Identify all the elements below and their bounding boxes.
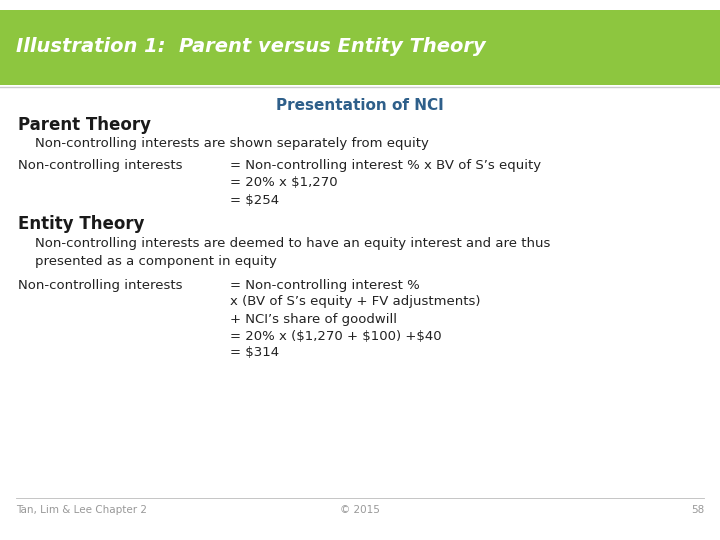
Text: = 20% x ($1,270 + $100) +$40: = 20% x ($1,270 + $100) +$40	[230, 329, 441, 342]
Text: x (BV of S’s equity + FV adjustments): x (BV of S’s equity + FV adjustments)	[230, 295, 480, 308]
Text: Tan, Lim & Lee Chapter 2: Tan, Lim & Lee Chapter 2	[16, 505, 147, 515]
Bar	[0, 10, 720, 85]
Text: = 20% x $1,270: = 20% x $1,270	[230, 177, 338, 190]
Text: Presentation of NCI: Presentation of NCI	[276, 98, 444, 112]
Text: = $314: = $314	[230, 347, 279, 360]
Text: + NCI’s share of goodwill: + NCI’s share of goodwill	[230, 313, 397, 326]
Text: Non-controlling interests: Non-controlling interests	[18, 279, 182, 292]
Text: Illustration 1:  Parent versus Entity Theory: Illustration 1: Parent versus Entity The…	[16, 37, 486, 57]
Text: = Non-controlling interest % x BV of S’s equity: = Non-controlling interest % x BV of S’s…	[230, 159, 541, 172]
Text: = Non-controlling interest %: = Non-controlling interest %	[230, 279, 420, 292]
Bar	[0, 0, 720, 10]
Text: = $254: = $254	[230, 193, 279, 206]
Text: presented as a component in equity: presented as a component in equity	[35, 254, 277, 267]
Text: 58: 58	[690, 505, 704, 515]
Text: Entity Theory: Entity Theory	[18, 215, 145, 233]
Text: Parent Theory: Parent Theory	[18, 116, 151, 134]
Text: © 2015: © 2015	[340, 505, 380, 515]
Text: Non-controlling interests are deemed to have an equity interest and are thus: Non-controlling interests are deemed to …	[35, 238, 550, 251]
Text: Non-controlling interests are shown separately from equity: Non-controlling interests are shown sepa…	[35, 138, 429, 151]
Text: Non-controlling interests: Non-controlling interests	[18, 159, 182, 172]
